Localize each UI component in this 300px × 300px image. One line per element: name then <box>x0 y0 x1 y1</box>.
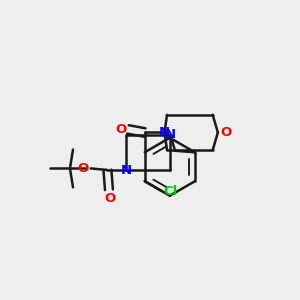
Text: Cl: Cl <box>163 184 177 198</box>
Text: O: O <box>220 126 232 139</box>
Text: O: O <box>104 192 116 205</box>
Text: N: N <box>121 164 132 177</box>
Text: N: N <box>165 128 176 140</box>
Text: O: O <box>78 162 89 175</box>
Text: N: N <box>159 126 170 139</box>
Text: O: O <box>115 123 126 136</box>
